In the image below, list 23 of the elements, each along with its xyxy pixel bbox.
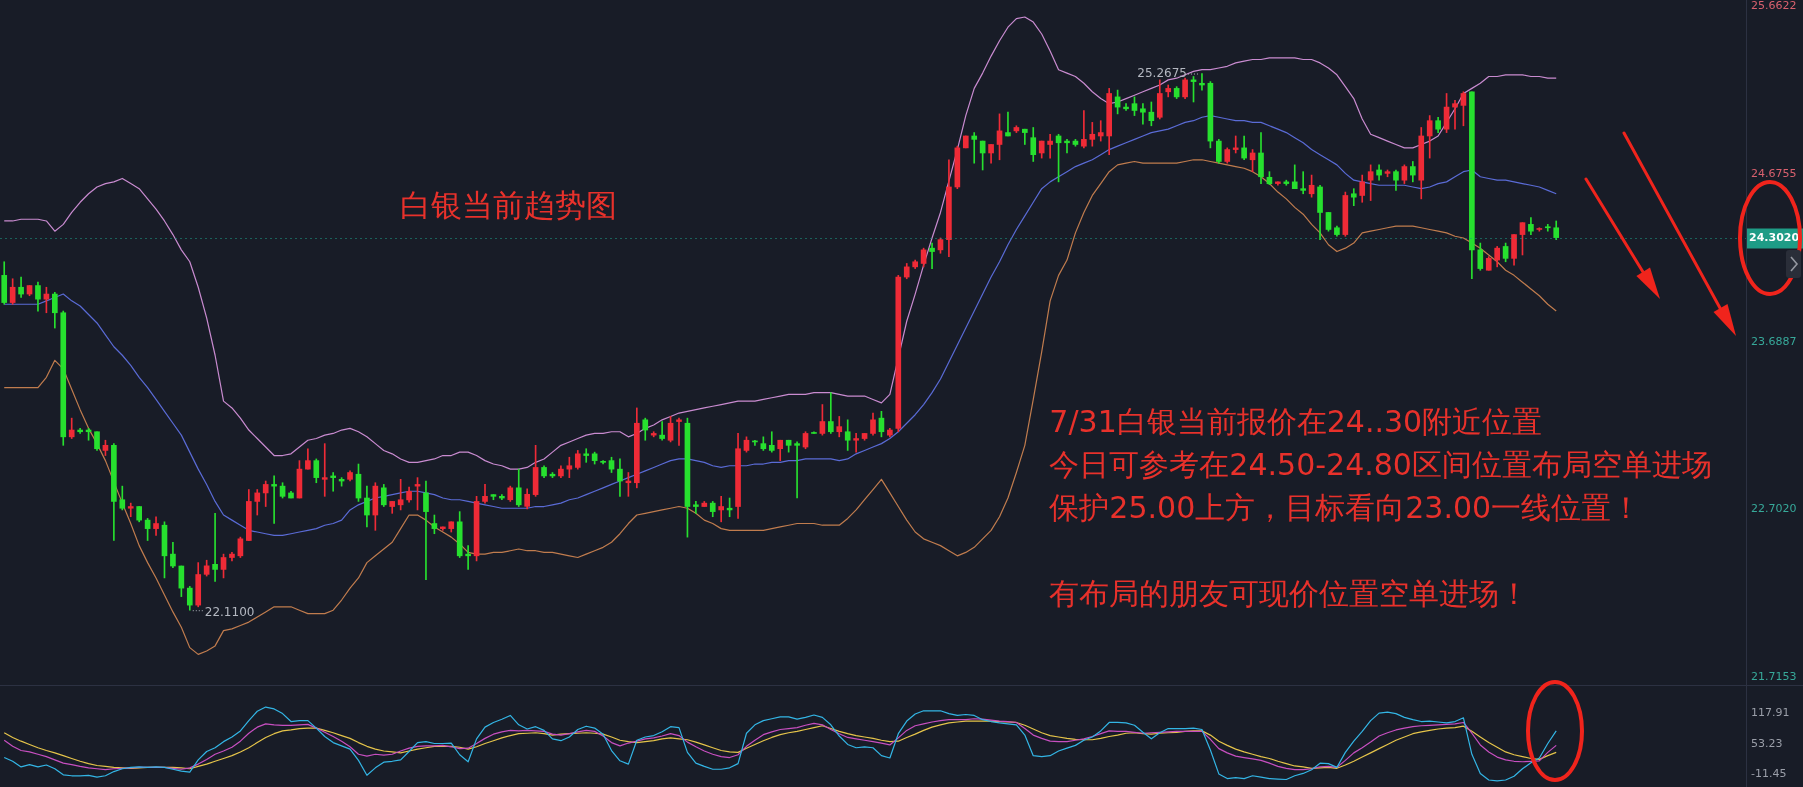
candlestick	[794, 441, 800, 499]
candlestick	[127, 502, 134, 518]
annotation: 25.2675	[1137, 65, 1187, 80]
annotation: 今日可参考在24.50-24.80区间位置布局空单进场	[1049, 446, 1712, 482]
candlestick	[321, 443, 328, 497]
y-tick-label: -11.45	[1751, 766, 1787, 780]
y-tick-label: 53.23	[1751, 736, 1783, 750]
text: 白银当前趋势图	[399, 187, 617, 224]
y-tick-label: 24.6755	[1751, 167, 1797, 180]
y-tick-label: 23.6887	[1751, 334, 1797, 348]
annotation: 22.1100	[204, 605, 255, 620]
y-tick-label: 25.6622	[1751, 0, 1797, 13]
candlestick	[693, 501, 699, 514]
annotation: 7/31白银当前报价在24..30附近位置	[1049, 403, 1543, 439]
ref-line-label: 24.3020	[1749, 231, 1800, 245]
annotation: 有布局的朋友可现价位置空单进场！	[1049, 575, 1530, 611]
candlestick	[962, 135, 969, 149]
annotation: 保护25.00上方，目标看向23.00一线位置！	[1049, 489, 1642, 525]
y-tick-label: 22.7020	[1751, 502, 1797, 516]
candlestick	[1300, 171, 1306, 195]
y-tick-label: 21.7153	[1751, 670, 1797, 684]
candlestick	[853, 433, 859, 453]
y-tick-label: 117.91	[1751, 706, 1790, 720]
